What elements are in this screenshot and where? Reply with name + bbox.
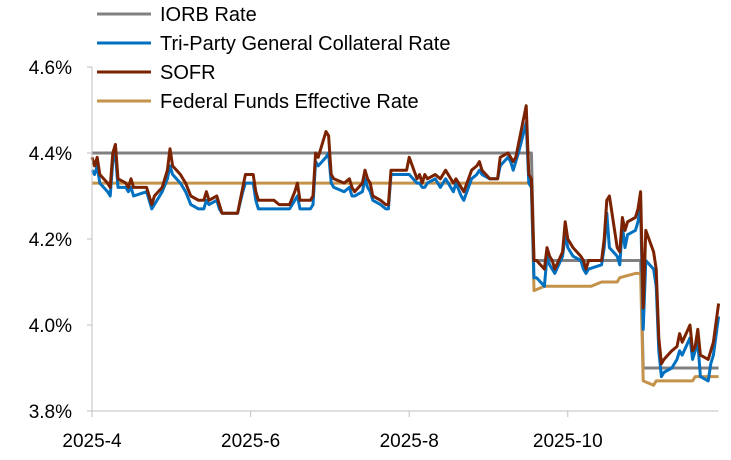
y-tick-label: 3.8% [29,402,72,423]
y-tick-label: 4.6% [29,58,72,79]
x-tick-label: 2025-6 [221,431,280,452]
axes: 3.8% 4.0% 4.2% 4.4% 4.6% 2025-4 2025-6 2025-8 20… [29,58,719,452]
x-tick-label: 2025-10 [533,431,603,452]
x-tick-label: 2025-4 [62,431,122,452]
series-layer [90,104,721,387]
legend-label: IORB Rate [160,4,257,26]
legend-label: Tri-Party General Collateral Rate [160,33,450,55]
series-line-federal-funds-effective-rate [92,181,719,387]
legend-item-sofr: SOFR [97,62,216,84]
legend-label: Federal Funds Effective Rate [160,91,419,113]
legend-item-tri-party-general-collateral-rate: Tri-Party General Collateral Rate [97,33,450,55]
y-tick-label: 4.2% [29,230,72,251]
series-line-tri-party-general-collateral-rate [90,121,721,383]
x-tick-label: 2025-8 [380,431,439,452]
legend: IORB Rate Tri-Party General Collateral Ra… [97,4,450,113]
series-line-sofr [90,104,721,366]
legend-item-federal-funds-effective-rate: Federal Funds Effective Rate [97,91,419,113]
y-tick-label: 4.4% [29,144,72,165]
legend-item-iorb-rate: IORB Rate [97,4,257,26]
y-tick-label: 4.0% [29,316,72,337]
legend-label: SOFR [160,62,216,84]
